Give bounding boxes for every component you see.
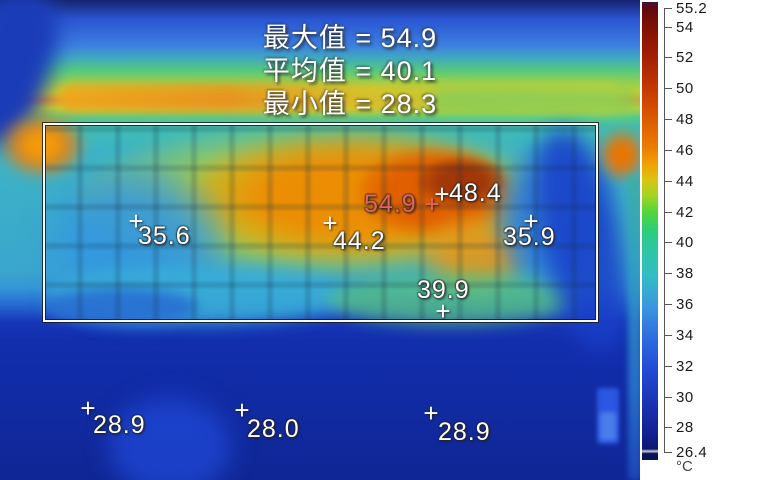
tick-mark bbox=[664, 87, 672, 89]
right-vent-hotspot bbox=[596, 126, 640, 184]
hottest-spot bbox=[418, 158, 506, 206]
temperature-colorbar bbox=[642, 2, 658, 460]
summary-stats: 最大值 = 54.9 平均值 = 40.1 最小值 = 28.3 bbox=[190, 22, 510, 121]
crosshair-icon: + bbox=[322, 208, 338, 238]
temp-label: 39.9 bbox=[417, 276, 470, 304]
colorbar-tick: 36 bbox=[664, 295, 694, 313]
temp-label: 28.9 bbox=[93, 411, 146, 439]
tick-mark bbox=[664, 451, 672, 453]
tick-mark bbox=[664, 303, 672, 305]
colorbar-tick: 42 bbox=[664, 203, 694, 221]
tick-mark bbox=[664, 334, 672, 336]
thermal-image: 最大值 = 54.9 平均值 = 40.1 最小值 = 28.3 + 35.6 … bbox=[0, 0, 640, 480]
crosshair-icon: + bbox=[423, 398, 439, 428]
warm-strip-bottom bbox=[328, 273, 572, 325]
colorbar-tick: 50 bbox=[664, 79, 694, 97]
colorbar-tick: 48 bbox=[664, 110, 694, 128]
hinge-band-right bbox=[430, 88, 640, 114]
max-temp-label: 54.9 bbox=[364, 190, 417, 218]
colorbar-tick: 44 bbox=[664, 172, 694, 190]
colorbar-tick: 55.2 bbox=[664, 0, 707, 17]
colorbar-tick: 40 bbox=[664, 233, 694, 251]
keyboard-key-grid bbox=[45, 125, 597, 321]
crosshair-icon: + bbox=[424, 189, 440, 219]
right-edge-strip bbox=[628, 175, 640, 480]
colorbar-tick: 38 bbox=[664, 264, 694, 282]
tick-mark bbox=[664, 241, 672, 243]
tick-mark bbox=[664, 396, 672, 398]
colorbar-tick: 26.4 bbox=[664, 443, 707, 461]
desk-label-reflection-core bbox=[600, 412, 616, 440]
tick-mark bbox=[664, 180, 672, 182]
crosshair-icon: + bbox=[234, 395, 250, 425]
temp-label: 35.9 bbox=[503, 223, 556, 251]
tick-mark bbox=[664, 56, 672, 58]
tick-mark bbox=[664, 211, 672, 213]
tick-mark bbox=[664, 426, 672, 428]
max-stat-line: 最大值 = 54.9 bbox=[262, 23, 438, 53]
avg-stat-line: 平均值 = 40.1 bbox=[262, 56, 438, 86]
colorbar-tick: 32 bbox=[664, 357, 694, 375]
colorbar-tick: 34 bbox=[664, 326, 694, 344]
colorbar-unit-label: °C bbox=[676, 458, 693, 475]
temp-label: 28.0 bbox=[247, 415, 300, 443]
colorbar-axis bbox=[664, 8, 665, 452]
desk-reflection bbox=[108, 398, 232, 480]
crosshair-icon: + bbox=[523, 206, 539, 236]
tick-mark bbox=[664, 272, 672, 274]
colorbar-tick: 28 bbox=[664, 418, 694, 436]
temp-label: 44.2 bbox=[333, 227, 386, 255]
colorbar-tick: 54 bbox=[664, 18, 694, 36]
measurement-area-box bbox=[43, 123, 598, 322]
temp-label: 28.9 bbox=[438, 418, 491, 446]
cool-strip-bottom-left bbox=[43, 288, 198, 326]
tick-mark bbox=[664, 7, 672, 9]
colorbar-tick: 46 bbox=[664, 141, 694, 159]
temp-label: 48.4 bbox=[449, 179, 502, 207]
min-stat-line: 最小值 = 28.3 bbox=[262, 89, 438, 119]
temp-label: 35.6 bbox=[138, 222, 191, 250]
colorbar-tick: 30 bbox=[664, 388, 694, 406]
crosshair-icon: + bbox=[80, 393, 96, 423]
tick-mark bbox=[664, 118, 672, 120]
crosshair-icon: + bbox=[128, 206, 144, 236]
tick-mark bbox=[664, 26, 672, 28]
crosshair-icon: + bbox=[435, 296, 451, 326]
tick-mark bbox=[664, 149, 672, 151]
crosshair-icon: + bbox=[434, 179, 450, 209]
tick-mark bbox=[664, 365, 672, 367]
colorbar-tick: 52 bbox=[664, 48, 694, 66]
